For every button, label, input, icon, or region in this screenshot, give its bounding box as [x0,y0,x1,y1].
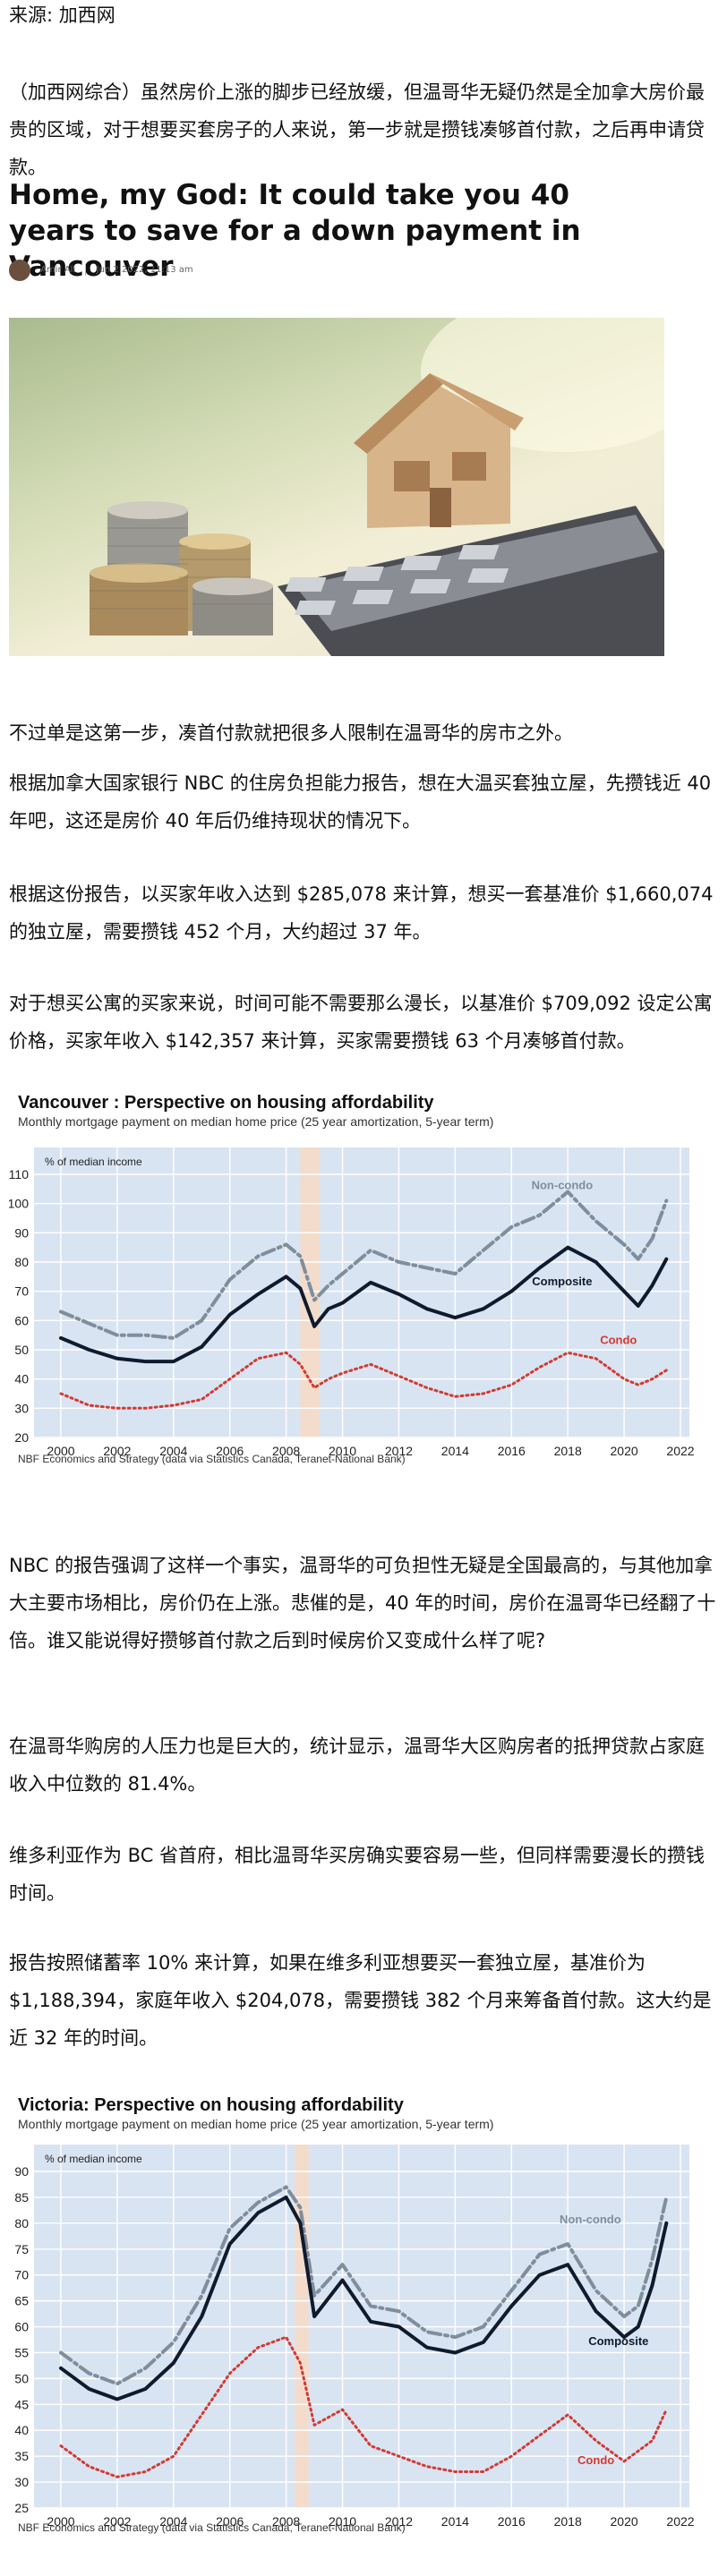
victoria-x-tick-label: 2002 [103,2514,131,2529]
vancouver-y-tick-label: 70 [14,1284,29,1299]
vancouver-x-tick-label: 2022 [666,1444,694,1458]
victoria-x-tick-label: 2006 [216,2514,244,2529]
paragraph-6: 在温哥华购房的人压力也是巨大的，统计显示，温哥华大区购房者的抵押贷款占家庭收入中… [9,1736,705,1795]
vancouver-x-tick-label: 2004 [159,1444,187,1458]
paragraph-2: 根据加拿大国家银行 NBC 的住房负担能力报告，想在大温买套独立屋，先攒钱近 4… [9,772,712,832]
hero-illustration [90,318,664,656]
vancouver-plot-area [34,1147,689,1437]
victoria-y-tick-label: 90 [14,2164,29,2179]
intro-paragraph: （加西网综合）虽然房价上涨的脚步已经放缓，但温哥华无疑仍然是全加拿大房价最贵的区… [9,81,705,178]
victoria-y-tick-label: 50 [14,2371,29,2385]
vancouver-chart-subtitle: Monthly mortgage payment on median home … [18,1114,493,1129]
victoria-x-tick-label: 2020 [611,2514,638,2529]
victoria-y-tick-label: 35 [14,2449,29,2463]
vancouver-y-tick-label: 80 [14,1255,29,1269]
victoria-y-tick-label: 80 [14,2216,29,2231]
publish-date: Jun 2 2022, 11:13 am [96,265,193,275]
source-line: 来源: 加西网 [9,4,115,26]
victoria-chart: Victoria: Perspective on housing afforda… [9,2086,718,2549]
paragraph-7: 维多利亚作为 BC 省首府，相比温哥华买房确实要容易一些，但同样需要漫长的攒钱时… [9,1845,706,1904]
vancouver-x-tick-label: 2014 [441,1444,469,1458]
vancouver-series-line-composite [59,1245,669,1364]
victoria-y-tick-label: 75 [14,2242,29,2256]
victoria-x-tick-label: 2022 [666,2514,694,2529]
vancouver-x-tick-label: 2018 [554,1444,582,1458]
hero-photo [9,318,664,656]
victoria-y-tick-label: 70 [14,2268,29,2282]
victoria-y-tick-label: 60 [14,2320,29,2334]
victoria-series-line-condo [59,2335,668,2478]
victoria-y-tick-label: 30 [14,2475,29,2489]
vancouver-series-line-condo [59,1351,668,1410]
vancouver-series-line-non-condo [59,1190,669,1340]
vancouver-x-tick-label: 2002 [103,1444,131,1458]
vancouver-x-tick-label: 2010 [329,1444,356,1458]
victoria-x-tick-label: 2008 [272,2514,300,2529]
paragraph-1: 不过单是这第一步，凑首付款就把很多人限制在温哥华的房市之外。 [9,722,573,744]
vancouver-x-tick-label: 2016 [498,1444,526,1458]
paragraph-4: 对于想买公寓的买家来说，时间可能不需要那么漫长，以基准价 $709,092 设定… [9,993,713,1052]
vancouver-y-tick-label: 110 [9,1167,29,1181]
vancouver-y-tick-label: 90 [14,1225,29,1240]
victoria-series-line-non-condo [59,2185,669,2386]
victoria-y-tick-label: 55 [14,2345,29,2359]
vancouver-series-label-non-condo: Non-condo [532,1178,594,1191]
paragraph-5: NBC 的报告强调了这样一个事实，温哥华的可负担性无疑是全国最高的，与其他加拿大… [9,1555,716,1651]
victoria-y-tick-label: 40 [14,2423,29,2437]
victoria-series-label-non-condo: Non-condo [560,2213,621,2226]
victoria-x-tick-label: 2016 [498,2514,526,2529]
byline-separator [85,265,87,276]
vancouver-series-label-composite: Composite [532,1275,592,1288]
vancouver-y-tick-label: 30 [14,1401,29,1415]
vancouver-chart-source: NBF Economics and Strategy (data via Sta… [18,1453,406,1465]
vancouver-x-tick-label: 2000 [47,1444,74,1458]
vancouver-series-label-condo: Condo [600,1333,637,1346]
victoria-x-tick-label: 2014 [441,2514,469,2529]
victoria-chart-title: Victoria: Perspective on housing afforda… [18,2095,405,2115]
victoria-y-tick-label: 45 [14,2397,29,2411]
author-name: Amir Ali [40,265,76,275]
victoria-y-tick-label: 25 [14,2501,29,2515]
vancouver-x-tick-label: 2012 [385,1444,413,1458]
vancouver-chart-title: Vancouver : Perspective on housing affor… [18,1093,434,1113]
vancouver-y-tick-label: 100 [9,1197,29,1211]
victoria-series-line-composite [59,2195,669,2401]
victoria-x-tick-label: 2018 [554,2514,582,2529]
vancouver-y-tick-label: 40 [14,1372,29,1386]
paragraph-8: 报告按照储蓄率 10% 来计算，如果在维多利亚想要买一套独立屋，基准价为 $1,… [9,1952,712,2049]
article-headline: Home, my God: It could take you 40 years… [9,179,581,283]
victoria-chart-source: NBF Economics and Strategy (data via Sta… [18,2521,406,2534]
victoria-y-axis-label: % of median income [45,2153,142,2165]
vancouver-y-tick-label: 50 [14,1343,29,1357]
vancouver-chart: Vancouver : Perspective on housing affor… [9,1081,718,1493]
victoria-chart-svg: Victoria: Perspective on housing afforda… [14,2095,694,2534]
vancouver-y-tick-label: 20 [14,1430,29,1445]
avatar [9,260,30,281]
victoria-series-label-composite: Composite [588,2334,648,2348]
vancouver-y-tick-label: 60 [14,1313,29,1327]
vancouver-x-tick-label: 2020 [611,1444,638,1458]
victoria-x-tick-label: 2004 [159,2514,187,2529]
vancouver-x-tick-label: 2008 [272,1444,300,1458]
paragraph-3: 根据这份报告，以买家年收入达到 $285,078 来计算，想买一套基准价 $1,… [9,883,714,943]
vancouver-chart-svg: Vancouver : Perspective on housing affor… [9,1093,695,1465]
victoria-chart-subtitle: Monthly mortgage payment on median home … [18,2117,493,2131]
victoria-y-tick-label: 85 [14,2190,29,2205]
victoria-x-tick-label: 2010 [329,2514,356,2529]
victoria-x-tick-label: 2000 [47,2514,74,2529]
victoria-series-label-condo: Condo [577,2453,614,2467]
article-byline: Amir Ali Jun 2 2022, 11:13 am [9,260,193,281]
vancouver-y-axis-label: % of median income [45,1156,142,1168]
vancouver-x-tick-label: 2006 [216,1444,244,1458]
victoria-y-tick-label: 65 [14,2294,29,2308]
victoria-x-tick-label: 2012 [385,2514,413,2529]
